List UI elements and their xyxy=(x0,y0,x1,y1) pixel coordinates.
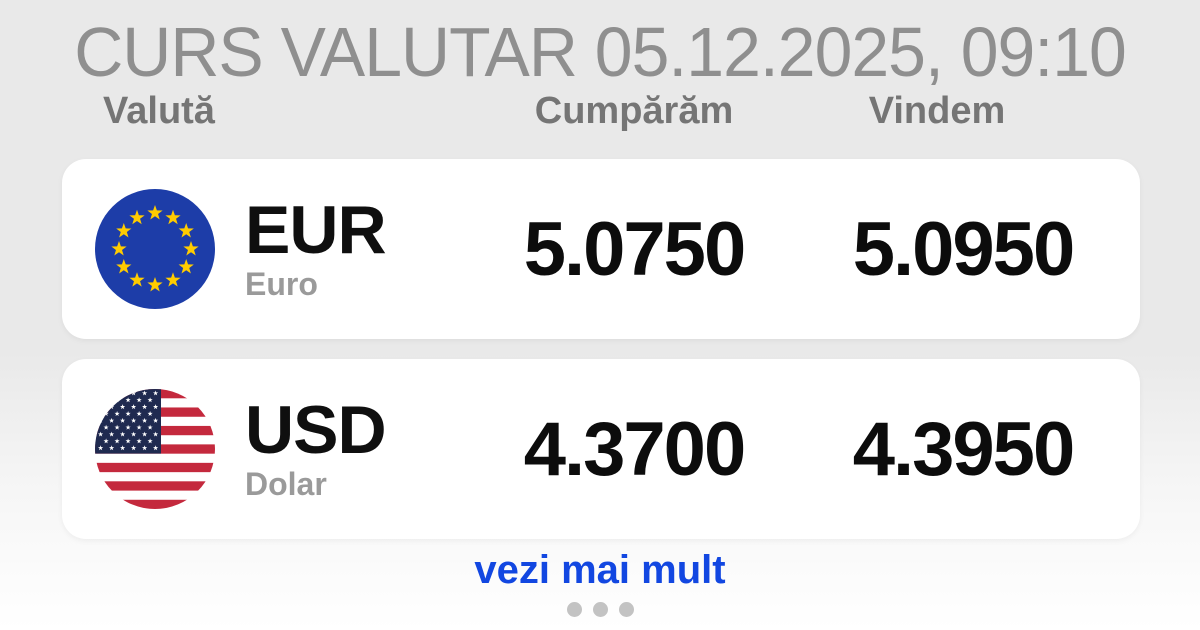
currency-cell-usd: USD Dolar xyxy=(62,389,482,510)
sell-rate-usd: 4.3950 xyxy=(852,406,1075,492)
pagination-dot[interactable] xyxy=(618,602,634,618)
table-header-row: Valută Cumpărăm Vindem xyxy=(62,90,1138,134)
sell-rate-eur: 5.0950 xyxy=(852,206,1075,292)
table-row-eur: EUR Euro 5.0750 5.0950 xyxy=(62,159,1140,340)
currency-cell-eur: EUR Euro xyxy=(62,189,482,310)
pagination-dot[interactable] xyxy=(592,602,608,618)
currency-code: EUR xyxy=(245,192,387,269)
column-header-buy: Cumpărăm xyxy=(534,89,734,132)
pagination-dots xyxy=(0,602,1200,618)
currency-labels: EUR Euro xyxy=(245,192,387,302)
currency-name: Dolar xyxy=(245,465,327,502)
buy-rate-usd: 4.3700 xyxy=(523,406,746,492)
column-header-currency: Valută xyxy=(103,89,215,132)
us-flag-icon xyxy=(95,389,215,510)
currency-name: Euro xyxy=(245,265,318,302)
pagination-dot[interactable] xyxy=(566,602,582,618)
see-more-link[interactable]: vezi mai mult xyxy=(474,548,726,593)
buy-rate-eur: 5.0750 xyxy=(523,206,746,292)
page-title: CURS VALUTAR 05.12.2025, 09:10 xyxy=(74,13,1127,91)
eu-flag-icon xyxy=(95,189,215,310)
currency-code: USD xyxy=(245,392,387,469)
column-header-sell: Vindem xyxy=(868,89,1006,132)
table-row-usd: USD Dolar 4.3700 4.3950 xyxy=(62,359,1140,540)
currency-labels: USD Dolar xyxy=(245,392,387,502)
